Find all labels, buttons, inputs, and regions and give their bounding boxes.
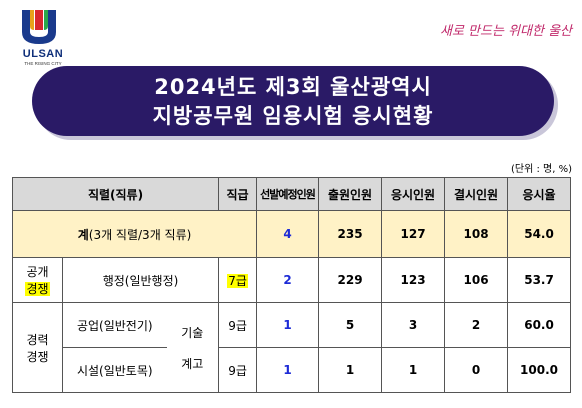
row-grade: 7급	[227, 273, 248, 288]
tech-group-label: 기술 계고	[166, 302, 220, 393]
career-group-line1: 경력	[26, 332, 49, 347]
row-took: 123	[381, 257, 446, 303]
total-label: 계(3개 직렬/3개 직류)	[11, 210, 258, 258]
total-label-bold: 계	[77, 227, 89, 242]
career-competition-label: 경력 경쟁	[12, 302, 63, 393]
row-applied: 5	[318, 302, 383, 348]
header-planned: 선발예정인원	[256, 177, 320, 211]
open-group-line1: 공개	[26, 265, 49, 279]
row-name: 공업(일반전기)	[62, 302, 167, 348]
total-absent: 108	[444, 210, 509, 258]
career-group-line2: 경쟁	[26, 349, 49, 364]
total-took: 127	[381, 210, 446, 258]
ulsan-logo-icon: ULSAN THE RISING CITY	[8, 6, 70, 66]
row-rate: 53.7	[507, 257, 572, 303]
row-grade: 9급	[218, 347, 258, 393]
row-name: 시설(일반토목)	[62, 347, 167, 393]
total-applied: 235	[318, 210, 383, 258]
row-applied: 1	[318, 347, 383, 393]
total-label-rest: (3개 직렬/3개 직류)	[88, 227, 192, 242]
open-competition-label: 공개 경쟁	[12, 257, 63, 303]
total-row: 계(3개 직렬/3개 직류) 4 235 127 108 54.0	[11, 210, 572, 258]
title-line-1: 2024년도 제3회 울산광역시	[154, 75, 432, 99]
open-group-line2: 경쟁	[25, 282, 50, 296]
header-absent: 결시인원	[444, 177, 509, 211]
header-took: 응시인원	[381, 177, 446, 211]
row-planned: 1	[256, 302, 320, 348]
header-grade: 직급	[218, 177, 258, 211]
title-line-2: 지방공무원 임용시험 응시현황	[152, 104, 434, 128]
row-took: 3	[381, 302, 446, 348]
row-rate: 60.0	[507, 302, 572, 348]
total-rate: 54.0	[507, 210, 572, 258]
row-absent: 0	[444, 347, 509, 393]
table-header-row: 직렬(직류) 직급 선발예정인원 출원인원 응시인원 결시인원 응시율	[11, 177, 572, 211]
row-grade-cell: 7급	[218, 257, 258, 303]
table-row: 시설(일반토목) 9급 1 1 1 0 100.0	[13, 347, 572, 393]
header-applied: 출원인원	[318, 177, 383, 211]
row-planned: 1	[256, 347, 320, 393]
tech-group-line2: 계고	[181, 356, 204, 371]
row-grade: 9급	[218, 302, 258, 348]
logo-subtitle: THE RISING CITY	[24, 61, 62, 66]
slogan: 새로 만드는 위대한 울산	[440, 24, 572, 39]
logo-city-text: ULSAN	[22, 48, 64, 60]
status-table: 직렬(직류) 직급 선발예정인원 출원인원 응시인원 결시인원 응시율 계(3개…	[11, 177, 572, 393]
title-banner: 2024년도 제3회 울산광역시 지방공무원 임용시험 응시현황	[32, 66, 554, 136]
row-applied: 229	[318, 257, 383, 303]
row-absent: 106	[444, 257, 509, 303]
header-position: 직렬(직류)	[11, 177, 220, 211]
total-planned: 4	[256, 210, 320, 258]
unit-note: (단위 : 명, %)	[511, 164, 572, 175]
header-rate: 응시율	[507, 177, 572, 211]
row-rate: 100.0	[507, 347, 572, 393]
row-name: 행정(일반행정)	[61, 257, 220, 303]
table-row: 경력 경쟁 공업(일반전기) 기술 계고 9급 1 5 3 2 60.0	[12, 302, 572, 393]
open-group-line2-wrap: 경쟁	[13, 280, 62, 297]
row-took: 1	[381, 347, 446, 393]
row-planned: 2	[256, 257, 320, 303]
tech-group-line1: 기술	[181, 325, 204, 340]
row-absent: 2	[444, 302, 509, 348]
table-row: 공개 경쟁 행정(일반행정) 7급 2 229 123 106 53.7	[12, 257, 572, 303]
